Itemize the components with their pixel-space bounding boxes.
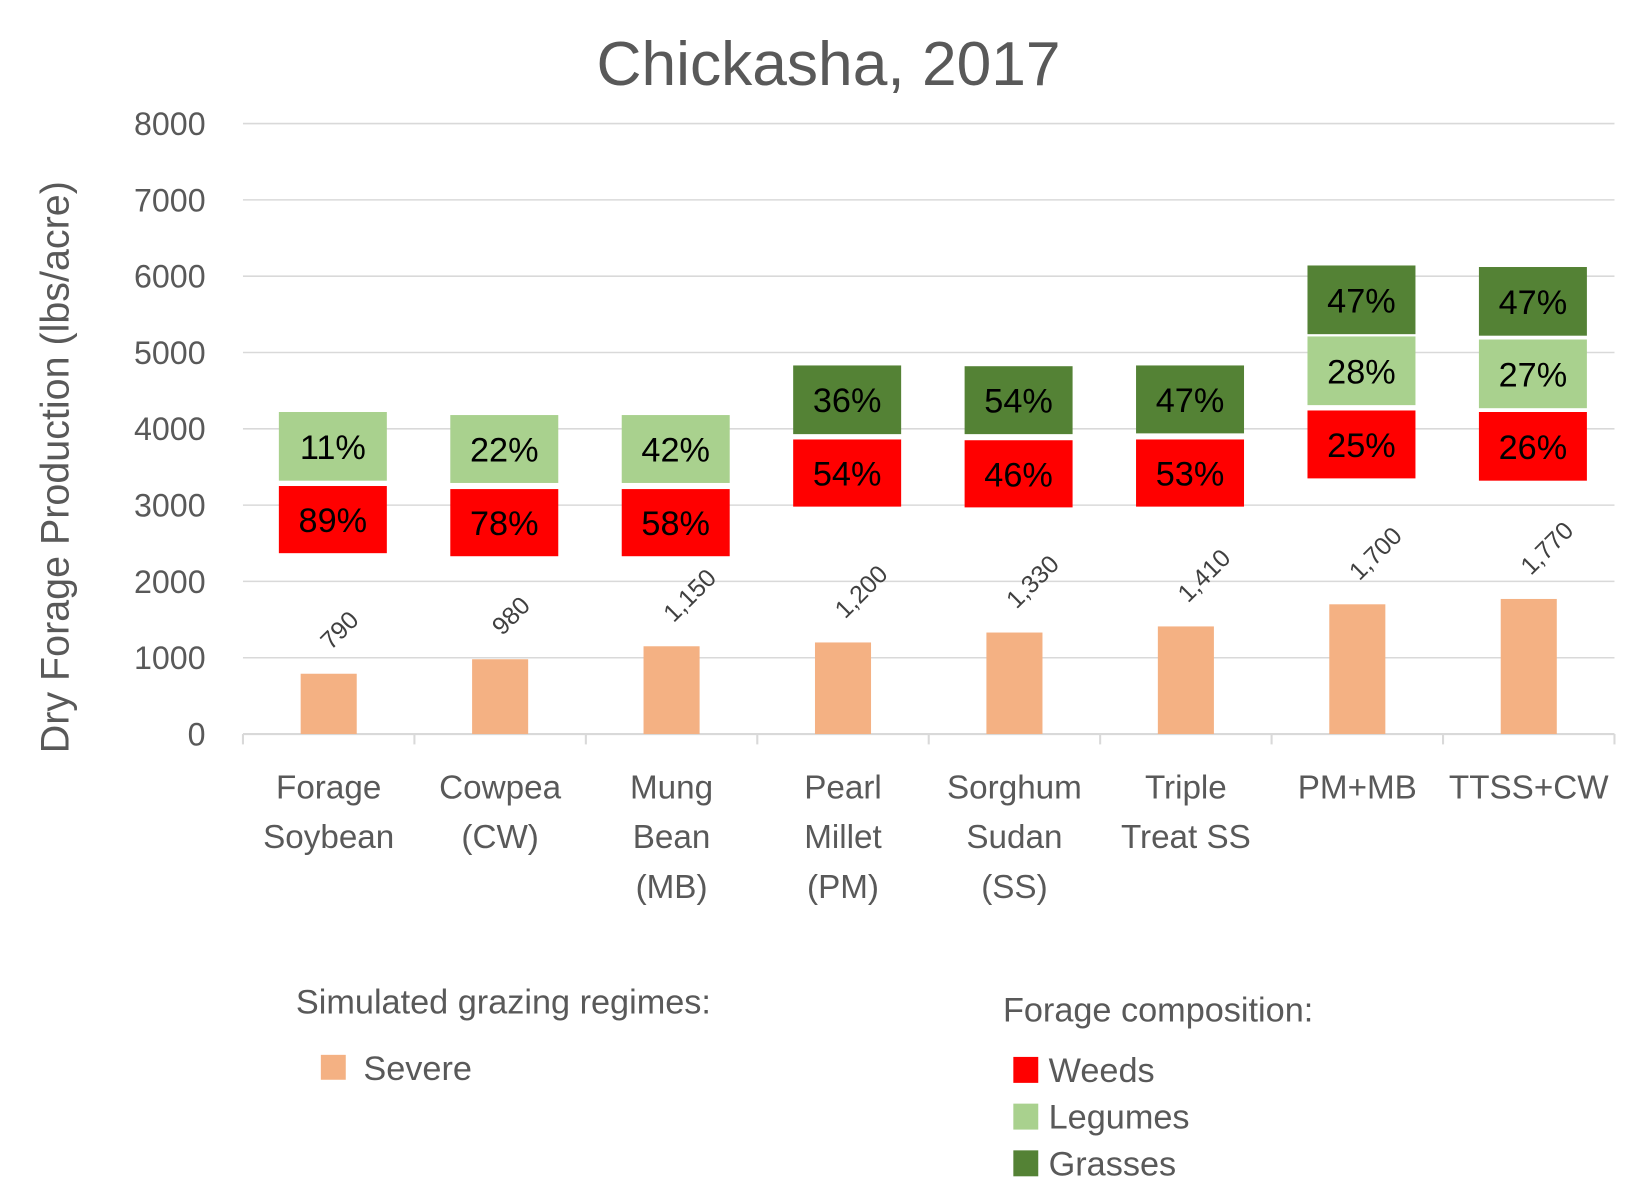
chart-title: Chickasha, 2017 <box>597 30 1061 99</box>
composition-pct: 47% <box>1327 282 1396 320</box>
composition-box-weeds <box>278 486 387 554</box>
bar-severe <box>1500 598 1557 735</box>
composition-pct: 28% <box>1327 353 1396 391</box>
composition-pct: 58% <box>641 505 710 543</box>
bar-severe <box>472 659 529 735</box>
x-category-label: Millet <box>804 819 882 856</box>
x-category-label: Bean <box>633 819 711 856</box>
composition-box-weeds <box>1478 411 1587 481</box>
bar-severe <box>814 642 872 735</box>
legend-swatch <box>1013 1150 1039 1177</box>
data-label: 980 <box>487 591 536 640</box>
composition-box-weeds <box>1136 439 1245 507</box>
y-tick-label: 6000 <box>134 259 206 295</box>
x-category-label: PM+MB <box>1298 769 1417 806</box>
legend-label: Severe <box>363 1050 472 1088</box>
composition-box-legumes <box>621 415 730 483</box>
y-tick-label: 2000 <box>134 564 206 600</box>
data-label: 1,200 <box>830 560 894 624</box>
composition-pct: 42% <box>641 431 710 469</box>
legend-swatch <box>1013 1056 1039 1083</box>
x-category-label: Cowpea <box>439 769 561 806</box>
composition-pct: 54% <box>984 383 1053 421</box>
y-tick-label: 1000 <box>134 640 206 676</box>
x-category-label: Forage <box>276 769 381 806</box>
composition-box-weeds <box>621 489 730 557</box>
x-category-label: Triple <box>1145 769 1227 806</box>
composition-box-grasses <box>1136 365 1245 434</box>
bar-severe <box>643 646 700 735</box>
y-tick-label: 5000 <box>134 335 206 371</box>
legend-swatch <box>320 1054 346 1080</box>
y-tick-label: 3000 <box>134 488 206 524</box>
composition-box-grasses <box>964 366 1073 435</box>
composition-box-grasses <box>1478 267 1587 336</box>
composition-pct: 89% <box>299 502 368 540</box>
composition-box-weeds <box>793 439 902 507</box>
bar-severe <box>986 632 1043 735</box>
legend-label: Legumes <box>1049 1099 1190 1137</box>
composition-box-weeds <box>1307 410 1416 479</box>
composition-box-weeds <box>964 440 1073 508</box>
composition-pct: 46% <box>984 456 1053 494</box>
composition-box-grasses <box>793 365 902 435</box>
x-category-label: (CW) <box>461 819 538 856</box>
composition-pct: 27% <box>1499 356 1568 394</box>
y-tick-label: 4000 <box>134 411 206 447</box>
legend-label: Weeds <box>1049 1052 1155 1090</box>
legend-label: Grasses <box>1049 1145 1177 1183</box>
composition-pct: 54% <box>813 456 882 494</box>
data-label: 1,770 <box>1515 516 1579 580</box>
bar-severe <box>1157 626 1214 735</box>
x-category-label: Treat SS <box>1121 819 1251 856</box>
x-category-label: (SS) <box>981 869 1047 906</box>
x-category-label: TTSS+CW <box>1449 769 1609 806</box>
composition-pct: 53% <box>1156 456 1225 494</box>
composition-pct: 36% <box>813 382 882 420</box>
legend-title-composition: Forage composition: <box>1003 992 1313 1030</box>
composition-pct: 26% <box>1499 429 1568 467</box>
composition-pct: 47% <box>1156 382 1225 420</box>
y-axis-title: Dry Forage Production (lbs/acre) <box>34 181 78 753</box>
x-category-label: Sorghum <box>947 769 1082 806</box>
composition-pct: 11% <box>300 429 366 467</box>
x-category-label: Sudan <box>966 819 1062 856</box>
y-tick-label: 8000 <box>134 106 206 142</box>
bar-severe <box>300 673 357 735</box>
bar-severe <box>1329 604 1386 735</box>
composition-box-legumes <box>450 415 559 483</box>
y-tick-label: 0 <box>188 716 206 752</box>
y-tick-label: 7000 <box>134 182 206 218</box>
x-category-label: Soybean <box>263 819 394 856</box>
legend-swatch <box>1013 1103 1039 1130</box>
x-category-label: Mung <box>630 769 713 806</box>
composition-pct: 78% <box>470 505 539 543</box>
x-category-label: (PM) <box>807 869 879 906</box>
composition-pct: 22% <box>470 431 539 469</box>
data-label: 790 <box>315 606 364 655</box>
data-label: 1,410 <box>1172 544 1236 608</box>
x-category-label: (MB) <box>636 869 708 906</box>
composition-box-legumes <box>278 411 387 481</box>
composition-box-legumes <box>1307 336 1416 406</box>
composition-pct: 25% <box>1327 427 1396 465</box>
data-label: 1,700 <box>1344 522 1408 586</box>
x-category-label: Pearl <box>804 769 882 806</box>
composition-box-grasses <box>1307 265 1416 335</box>
data-label: 1,150 <box>658 564 722 628</box>
composition-box-legumes <box>1478 339 1587 409</box>
legend-title-grazing: Simulated grazing regimes: <box>296 983 711 1021</box>
composition-box-weeds <box>450 489 559 557</box>
composition-pct: 47% <box>1499 284 1568 322</box>
